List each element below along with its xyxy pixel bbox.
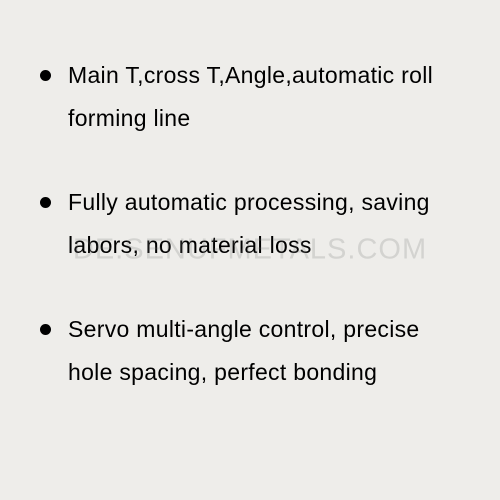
list-item: Fully automatic processing, saving labor… bbox=[36, 181, 464, 266]
list-item-text: Main T,cross T,Angle,automatic roll form… bbox=[68, 62, 433, 131]
bullet-list-container: Main T,cross T,Angle,automatic roll form… bbox=[0, 0, 500, 471]
list-item-text: Fully automatic processing, saving labor… bbox=[68, 189, 430, 258]
feature-list: Main T,cross T,Angle,automatic roll form… bbox=[36, 54, 464, 393]
list-item: Servo multi-angle control, precise hole … bbox=[36, 308, 464, 393]
list-item-text: Servo multi-angle control, precise hole … bbox=[68, 316, 420, 385]
list-item: Main T,cross T,Angle,automatic roll form… bbox=[36, 54, 464, 139]
